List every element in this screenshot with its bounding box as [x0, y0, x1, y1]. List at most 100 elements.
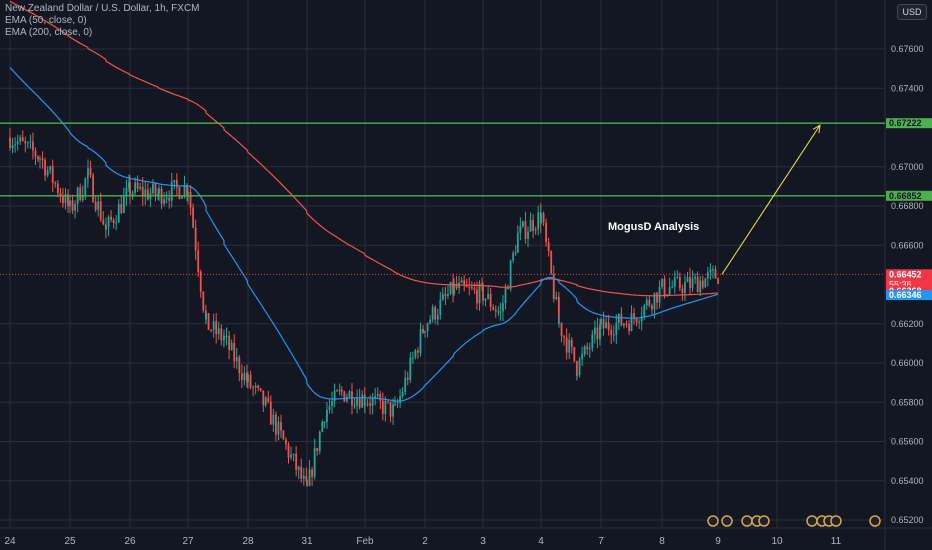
- candle-down: [358, 398, 361, 408]
- candle-down: [489, 294, 492, 308]
- candle-up: [686, 277, 689, 283]
- candle-up: [254, 385, 257, 388]
- candle-up: [364, 403, 366, 406]
- candle-up: [522, 221, 524, 227]
- candle-up: [638, 321, 641, 323]
- candle-down: [648, 299, 651, 306]
- candle-up: [581, 353, 583, 360]
- price-tick-label: 0.65800: [891, 397, 924, 407]
- candle-down: [110, 216, 112, 220]
- candle-up: [404, 377, 407, 393]
- candle-down: [56, 183, 59, 194]
- candle-up: [426, 323, 429, 332]
- candle-down: [586, 346, 589, 350]
- candle-up: [69, 200, 71, 207]
- candle-up: [712, 269, 714, 271]
- candle-down: [387, 400, 389, 402]
- candle-down: [129, 182, 131, 196]
- candle-up: [361, 394, 364, 408]
- candle-up: [348, 391, 351, 397]
- level-badge-bg: [886, 190, 932, 201]
- candle-down: [102, 219, 105, 225]
- candle-up: [704, 278, 707, 288]
- candle-up: [429, 319, 431, 324]
- candle-up: [16, 141, 19, 145]
- candle-down: [678, 276, 681, 289]
- candle-up: [181, 196, 183, 199]
- analysis-annotation: MogusD Analysis: [608, 221, 700, 233]
- candle-down: [610, 330, 613, 336]
- candle-up: [449, 282, 452, 295]
- candle-down: [656, 292, 658, 303]
- candle-up: [115, 222, 118, 224]
- candle-up: [409, 357, 412, 380]
- currency-button[interactable]: USD: [897, 4, 927, 20]
- candle-down: [492, 307, 495, 310]
- candle-down: [465, 285, 468, 287]
- candle-down: [369, 403, 371, 406]
- time-tick-label: 26: [124, 536, 136, 547]
- ema50-badge-bg: [886, 290, 932, 301]
- candle-up: [447, 294, 449, 297]
- candle-up: [694, 276, 696, 279]
- ema50-line: [9, 67, 719, 402]
- candle-down: [452, 282, 454, 294]
- candle-down: [575, 361, 578, 376]
- candle-up: [588, 348, 591, 350]
- candle-up: [411, 357, 414, 359]
- candle-down: [37, 156, 39, 160]
- time-tick-label: 7: [598, 536, 604, 547]
- candle-down: [417, 350, 419, 353]
- candle-up: [612, 334, 615, 336]
- candle-down: [305, 476, 308, 481]
- candle-up: [436, 314, 439, 320]
- time-tick-label: 28: [242, 536, 254, 547]
- candle-up: [392, 404, 394, 417]
- candle-up: [578, 359, 581, 376]
- candle-down: [573, 346, 576, 362]
- candle-up: [568, 339, 571, 353]
- candle-down: [565, 337, 568, 353]
- level-badge: 0.67222: [889, 118, 922, 128]
- time-tick-label: 3: [480, 536, 486, 547]
- time-tick-label: 8: [659, 536, 665, 547]
- candle-up: [478, 283, 481, 304]
- candle-up: [346, 396, 348, 402]
- candle-up: [599, 324, 601, 340]
- candle-up: [540, 213, 542, 224]
- countdown-label: 55:36: [889, 279, 912, 289]
- candle-up: [527, 231, 529, 239]
- candle-up: [502, 303, 504, 312]
- candle-down: [379, 394, 382, 401]
- candle-down: [602, 319, 605, 329]
- candle-down: [628, 323, 630, 331]
- candle-up: [487, 294, 489, 299]
- candle-down: [280, 421, 282, 431]
- candlesticks: [9, 128, 719, 488]
- candle-down: [473, 288, 476, 290]
- candle-up: [640, 316, 643, 322]
- candle-down: [481, 283, 483, 285]
- level-badge-bg: [886, 118, 932, 129]
- ema200-line: [9, 0, 719, 297]
- candle-up: [617, 314, 620, 323]
- economic-event-icon: [707, 515, 719, 527]
- candle-down: [351, 391, 353, 406]
- candle-up: [87, 168, 89, 175]
- candle-up: [128, 182, 130, 188]
- candle-up: [709, 269, 712, 273]
- candle-up: [297, 466, 300, 471]
- candle-up: [152, 183, 154, 194]
- level-badge: 0.66852: [889, 191, 922, 201]
- candle-down: [596, 327, 599, 340]
- candle-up: [576, 375, 578, 377]
- candle-up: [699, 280, 702, 293]
- candle-up: [84, 178, 87, 196]
- economic-event-icon: [869, 515, 881, 527]
- candle-up: [424, 331, 426, 333]
- candle-down: [552, 273, 555, 300]
- candle-up: [605, 322, 607, 329]
- candle-up: [308, 469, 311, 486]
- candle-down: [189, 191, 192, 208]
